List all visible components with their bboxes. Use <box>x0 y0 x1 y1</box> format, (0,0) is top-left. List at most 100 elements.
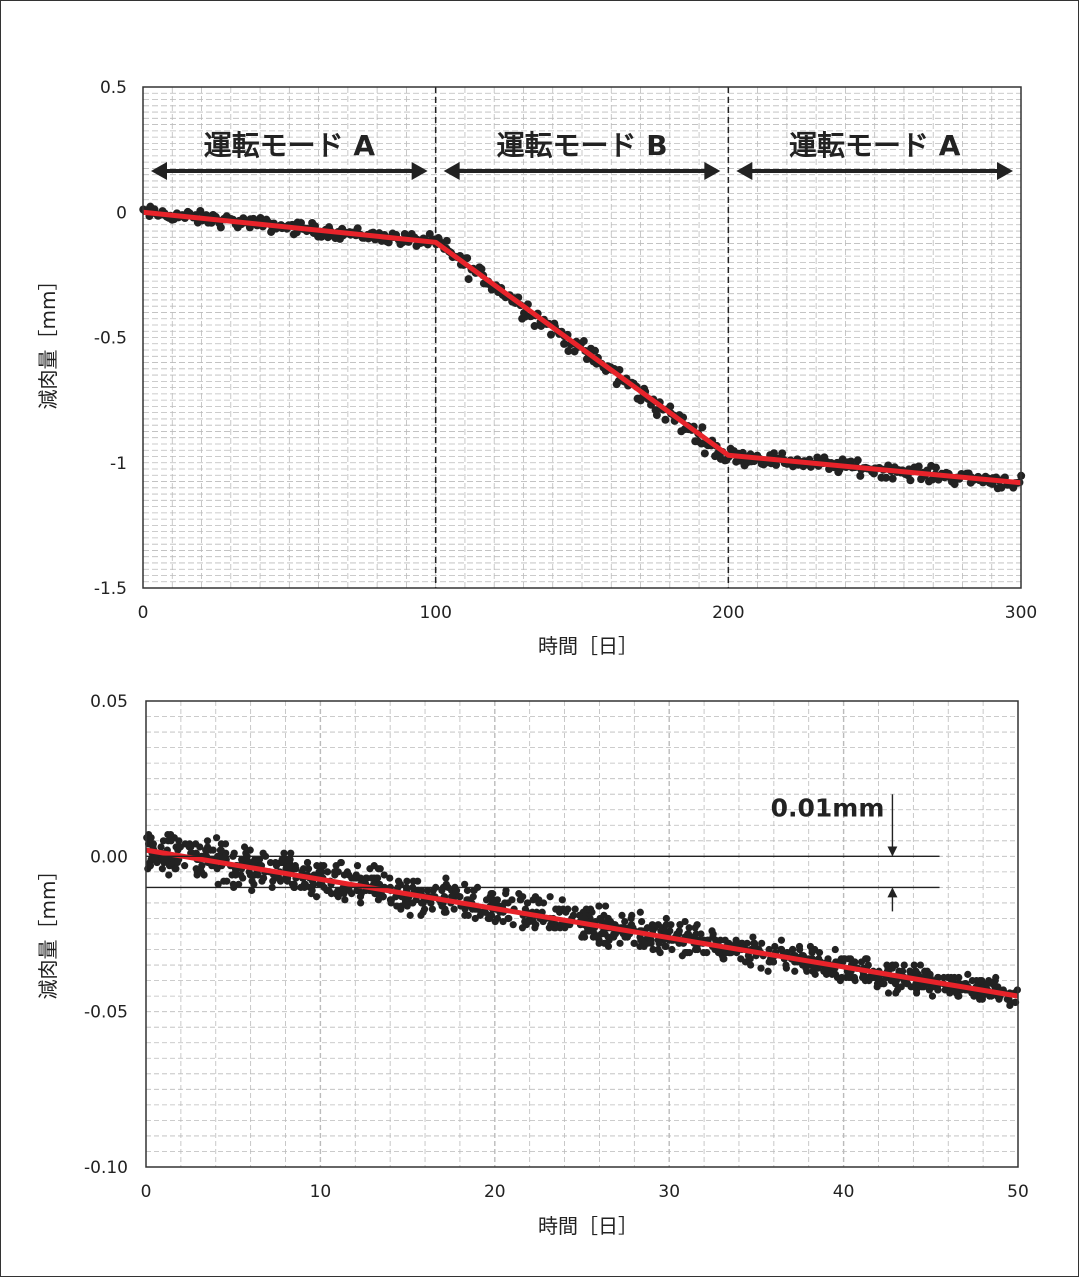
bottom-plot-border <box>145 700 1019 1168</box>
top-data-point <box>700 449 709 458</box>
bottom-data-point <box>350 874 358 882</box>
bottom-data-point <box>403 877 411 885</box>
bottom-data-point <box>593 933 601 941</box>
bottom-data-point <box>668 945 676 954</box>
bottom-data-point <box>850 973 859 982</box>
bottom-x-tick: 50 <box>1007 1182 1029 1202</box>
bottom-data-point <box>863 955 871 963</box>
bottom-data-point <box>906 967 914 975</box>
top-y-tick: -1.5 <box>94 579 127 599</box>
bottom-x-tick: 40 <box>833 1182 855 1202</box>
top-data-point <box>698 423 707 432</box>
top-x-tick: 0 <box>138 603 149 623</box>
annotation-label: 0.01mm <box>771 793 885 822</box>
bottom-data-point <box>442 908 450 916</box>
bottom-data-point <box>823 967 831 975</box>
bottom-data-point <box>903 980 911 988</box>
top-data-point <box>906 476 915 485</box>
bottom-data-point <box>429 886 437 895</box>
bottom-x-tick: 10 <box>310 1182 332 1202</box>
bottom-data-point <box>232 871 240 879</box>
top-data-point <box>772 460 781 469</box>
bottom-data-point <box>464 911 472 919</box>
bottom-data-point <box>700 949 708 957</box>
bottom-data-point <box>874 973 882 982</box>
bottom-data-point <box>764 967 772 975</box>
bottom-data-point <box>345 886 353 895</box>
bottom-data-point <box>970 992 978 1000</box>
bottom-data-point <box>777 945 785 954</box>
bottom-data-point <box>1006 1001 1014 1010</box>
bottom-data-point <box>865 977 873 985</box>
bottom-data-point <box>157 843 165 851</box>
bottom-data-point <box>379 893 387 901</box>
bottom-data-point <box>697 930 705 938</box>
bottom-data-point <box>312 893 321 901</box>
bottom-data-point <box>367 874 376 882</box>
bottom-data-point <box>685 924 693 932</box>
bottom-data-point <box>486 914 494 923</box>
top-data-point <box>216 223 225 232</box>
bottom-data-point <box>802 964 810 972</box>
bottom-data-point <box>386 874 394 882</box>
bottom-data-point <box>303 858 312 867</box>
bottom-data-point <box>558 896 566 904</box>
bottom-data-point <box>244 858 252 867</box>
bottom-data-point <box>994 983 1002 991</box>
bottom-data-point <box>630 939 638 947</box>
bottom-data-point <box>892 989 900 997</box>
bottom-data-point <box>880 980 888 988</box>
bottom-data-point <box>471 914 479 923</box>
bottom-data-point <box>765 945 773 954</box>
bottom-data-point <box>535 899 543 907</box>
top-y-axis-label: 減肉量［mm］ <box>36 271 60 410</box>
bottom-data-point <box>438 886 446 895</box>
bottom-data-point <box>693 945 702 954</box>
bottom-data-point <box>978 977 986 985</box>
mode-arrow-left-head <box>736 162 753 180</box>
bottom-data-point <box>662 942 670 951</box>
top-data-point <box>661 415 670 424</box>
bottom-data-point <box>292 865 300 873</box>
bottom-data-point <box>662 914 670 923</box>
bottom-data-point <box>212 834 221 842</box>
bottom-data-point <box>373 874 382 882</box>
bottom-data-point <box>714 949 723 957</box>
bottom-data-point <box>796 945 804 954</box>
bottom-y-tick: 0.05 <box>90 692 128 712</box>
bottom-data-point <box>643 924 652 932</box>
bottom-data-point <box>627 914 635 923</box>
bottom-y-tick: -0.05 <box>84 1003 128 1023</box>
bottom-data-point <box>522 921 530 929</box>
bottom-data-point <box>815 949 824 957</box>
bottom-data-point <box>489 890 497 898</box>
bottom-chart: 0.01mm 0.05 0.00 -0.05 -0.10 0 10 20 30 40 50 時間… <box>36 692 1029 1238</box>
top-data-point <box>564 347 573 356</box>
bottom-data-point <box>353 862 362 870</box>
bottom-data-point <box>251 855 259 864</box>
bottom-data-point <box>656 949 664 957</box>
bottom-data-point <box>616 939 624 947</box>
bottom-data-point <box>406 911 414 919</box>
top-mode-labels: 運転モード A 運転モード B 運転モード A <box>151 129 1013 180</box>
bottom-data-point <box>203 837 212 845</box>
mode-arrow-left-head <box>443 162 460 180</box>
top-data-point <box>778 449 787 458</box>
mode-span-0: 運転モード A <box>151 129 428 180</box>
bottom-data-point <box>571 905 579 913</box>
bottom-data-point <box>925 986 934 994</box>
bottom-data-point <box>921 967 929 975</box>
top-x-tick: 100 <box>419 603 451 623</box>
bottom-data-point <box>649 945 657 954</box>
bottom-data-point <box>873 980 882 988</box>
bottom-data-point <box>884 989 893 997</box>
mode-arrow-right-head <box>411 162 428 180</box>
bottom-y-axis-label: 減肉量［mm］ <box>36 861 60 1000</box>
top-x-tick: 200 <box>712 603 744 623</box>
bottom-data-point <box>598 917 606 926</box>
bottom-data-point <box>380 871 388 879</box>
top-y-tick: 0.5 <box>100 78 127 98</box>
bottom-data-point <box>838 973 846 982</box>
bottom-data-point <box>172 865 180 873</box>
bottom-data-point <box>248 886 256 895</box>
